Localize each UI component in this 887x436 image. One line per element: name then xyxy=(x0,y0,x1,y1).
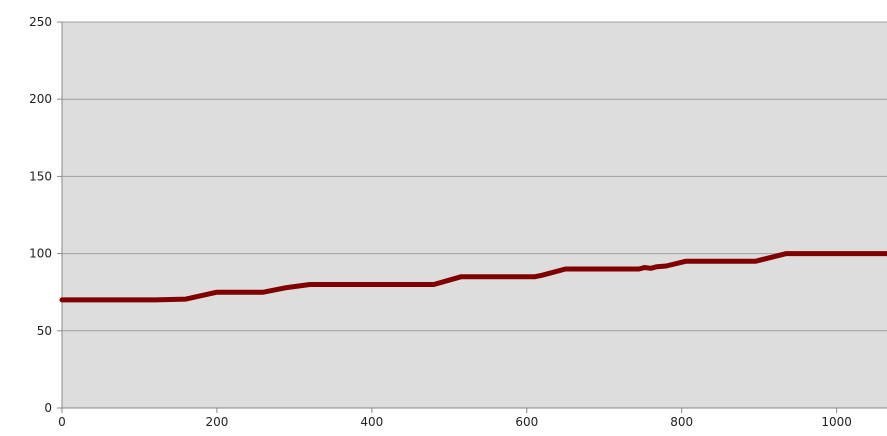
x-tick-label: 600 xyxy=(515,415,538,429)
x-tick-labels: 0 200 400 600 800 1000 xyxy=(58,415,852,429)
y-tick-labels: 0 50 100 150 200 250 xyxy=(29,15,52,415)
x-tick-label: 200 xyxy=(205,415,228,429)
y-tick-label: 200 xyxy=(29,92,52,106)
series-line xyxy=(59,251,887,303)
gridlines xyxy=(62,21,887,332)
x-tick-label: 1000 xyxy=(821,415,852,429)
y-tick-label: 150 xyxy=(29,169,52,183)
x-tick-label: 400 xyxy=(360,415,383,429)
series-group xyxy=(59,251,887,303)
x-tick-label: 0 xyxy=(58,415,66,429)
plot-area xyxy=(62,22,887,408)
y-tick-label: 250 xyxy=(29,15,52,29)
y-tick-label: 100 xyxy=(29,247,52,261)
y-tick-label: 0 xyxy=(44,401,52,415)
x-tick-label: 800 xyxy=(670,415,693,429)
y-tick-label: 50 xyxy=(37,324,52,338)
axes xyxy=(57,21,887,413)
